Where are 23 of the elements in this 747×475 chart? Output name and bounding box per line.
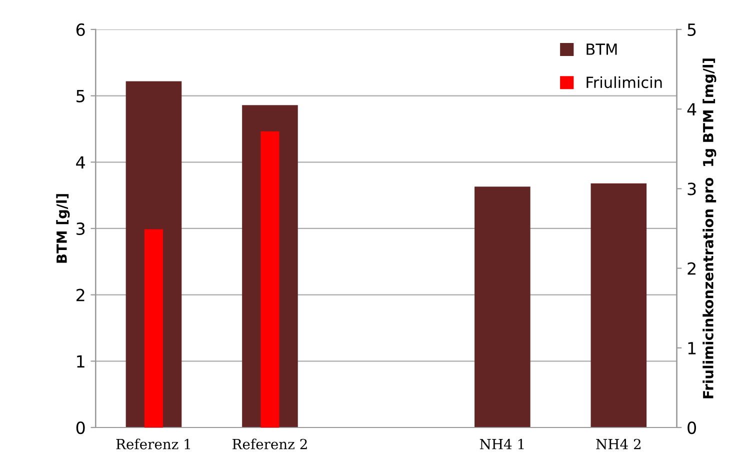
bar [474,186,530,428]
y-tick-label: 0 [76,421,85,434]
x-tick-label: Referenz 1 [116,438,190,450]
y-tick-label: 1 [77,355,84,368]
y-tick-label: 2 [76,288,84,302]
y2-tick-label: 0 [688,421,696,434]
y-axis-title: BTM [g/l] [56,194,70,263]
y2-axis-title: Friulimicinkonzentration pro 1g BTM [mg/l] [702,58,716,398]
y2-tick-label: 2 [688,262,696,275]
y2-tick-label: 1 [688,342,696,354]
y2-tick-label: 4 [687,103,696,116]
y-tick-label: 4 [76,156,85,168]
y-tick-label: 5 [76,90,84,102]
legend-label: BTM [586,44,617,55]
x-tick-label: NH4 1 [480,438,524,450]
bar [590,183,647,428]
y2-tick-label: 3 [688,182,696,196]
x-tick-label: NH4 2 [596,438,640,450]
legend-label: Friulimicin [586,76,662,88]
y-tick-label: 6 [76,23,85,36]
y-tick-label: 3 [76,222,85,236]
x-tick-label: Referenz 2 [232,438,307,450]
y2-tick-label: 5 [688,24,696,36]
